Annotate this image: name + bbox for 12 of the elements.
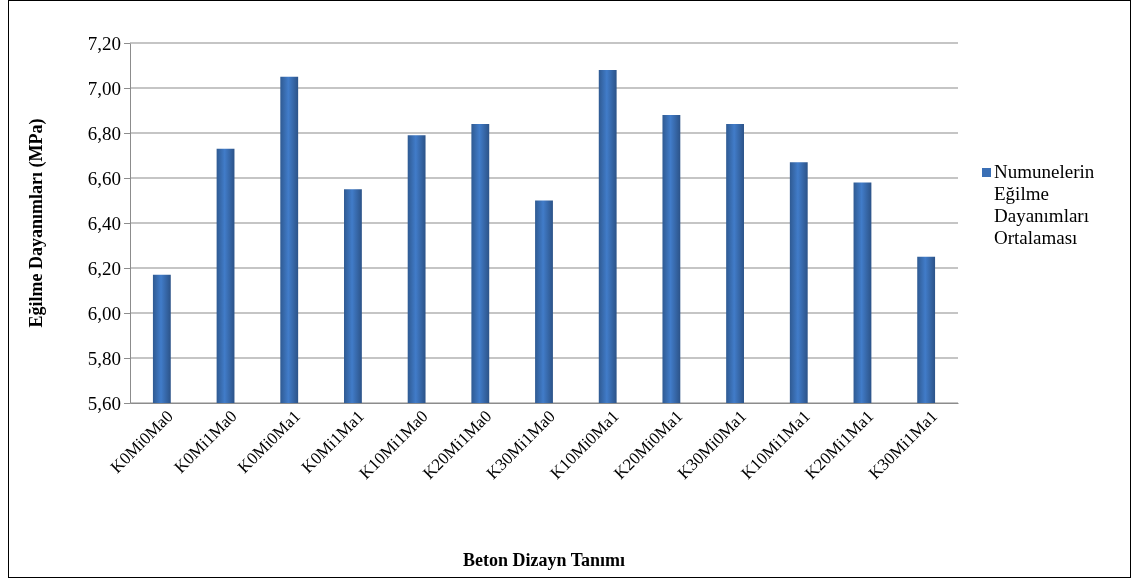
- y-tick-label: 5,60: [87, 392, 121, 414]
- y-tick-label: 6,40: [87, 212, 121, 234]
- y-tick-label: 6,20: [87, 257, 121, 279]
- y-tick-label: 5,80: [87, 347, 121, 369]
- y-tick-label: 6,80: [87, 122, 121, 144]
- x-axis-title: Beton Dizayn Tanımı: [462, 550, 626, 570]
- y-axis-title: Eğilme Dayanımları (MPa): [26, 118, 47, 328]
- y-tick-label: 7,20: [87, 32, 121, 54]
- y-tick-label: 7,00: [87, 77, 121, 99]
- legend-label: Numunelerin Eğilme Dayanımları Ortalaması: [994, 161, 1095, 248]
- y-tick-label: 6,00: [87, 302, 121, 324]
- y-tick-label: 6,60: [87, 167, 121, 189]
